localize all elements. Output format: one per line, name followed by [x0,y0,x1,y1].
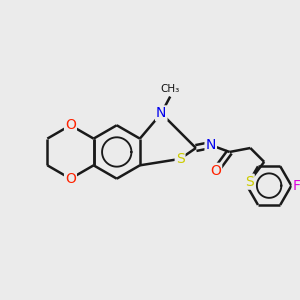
Text: N: N [206,138,216,152]
Text: O: O [210,164,221,178]
Text: O: O [65,118,76,132]
Text: CH₃: CH₃ [160,84,180,94]
Text: O: O [65,172,76,186]
Text: N: N [156,106,166,120]
Text: S: S [176,152,184,166]
Text: F: F [293,178,300,193]
Text: S: S [245,175,254,189]
